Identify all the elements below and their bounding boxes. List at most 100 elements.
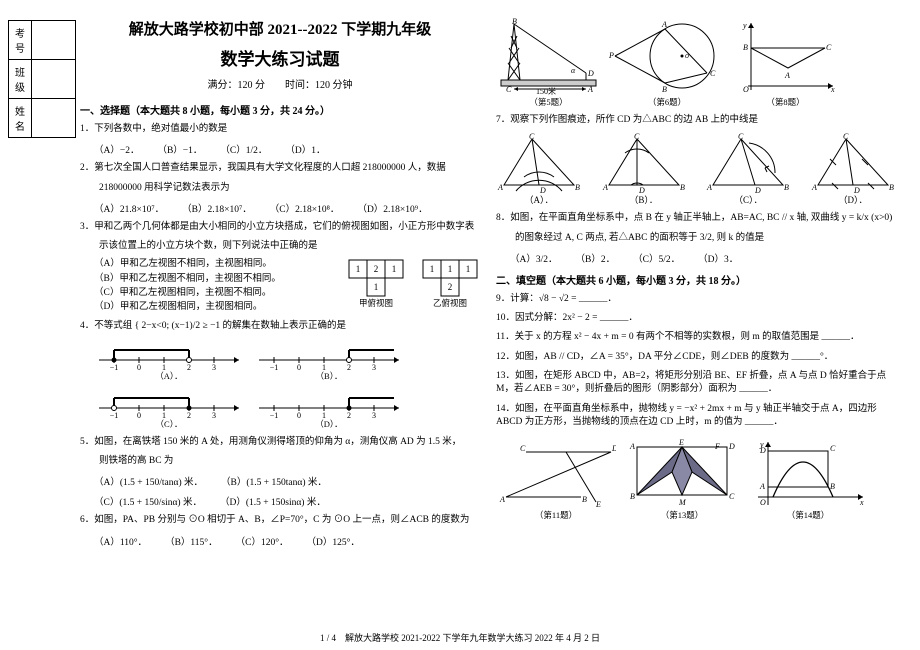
svg-text:y: y [742,21,747,30]
svg-text:2: 2 [187,411,191,418]
q4-figures: −10123 （A）． −10123 （B）． [94,340,480,382]
value-kaohao[interactable] [32,21,76,60]
svg-text:2: 2 [347,363,351,370]
svg-text:C: C [506,85,512,94]
svg-text:C: C [729,492,735,501]
svg-text:1: 1 [162,363,166,370]
svg-text:α: α [571,66,576,75]
q7-stem: 7．观察下列作图痕迹，所作 CD 为△ABC 的边 AB 上的中线是 [496,114,896,127]
right-column: B C D A α 150米 （第5题） [496,18,896,548]
q8-opt-a: （A）3/2． [510,251,558,265]
q5-options-row2: （C）(1.5 + 150/sinα) 米． （D）(1.5 + 150sinα… [94,494,480,508]
svg-text:−1: −1 [110,411,119,418]
svg-text:A: A [784,71,790,80]
q7-tri-c-icon: CABD [705,133,791,193]
q1-opt-b: （B）−1． [157,142,202,156]
q3-opt-a: （A）甲和乙左视图不相同，主视图相同。 [94,257,338,271]
svg-text:1: 1 [392,264,397,274]
value-xingming[interactable] [32,99,76,138]
section2-heading: 二、填空题（本大题共 6 小题，每小题 3 分，共 18 分。） [496,272,896,287]
title-line1: 解放大路学校初中部 2021--2022 下学期九年级 [80,18,480,39]
q7-figures: CABD （A）． CABD （B）． [496,133,896,206]
title-meta: 满分：120 分 时间：120 分钟 [80,76,480,91]
q8-cap: （第8题） [733,96,838,108]
q3-cap2: 乙俯视图 [420,297,480,309]
svg-text:C: C [830,444,836,453]
q13-fig-icon: AB CD EF M [622,437,742,509]
left-column: 解放大路学校初中部 2021--2022 下学期九年级 数学大练习试题 满分：1… [80,18,480,548]
svg-text:D: D [539,186,546,193]
q6-cap: （第6题） [607,96,727,108]
svg-text:3: 3 [372,363,376,370]
q7-a: （A）． [496,193,582,206]
q1-opt-d: （D）1． [285,142,325,156]
q14: 14．如图，在平面直角坐标系中，抛物线 y = −x² + 2mx + m 与 … [496,403,896,430]
svg-text:1: 1 [374,282,379,292]
q4-d: （D）． [254,418,404,430]
q5-stem2: 则铁塔的高 BC 为 [80,455,480,468]
svg-text:2: 2 [347,411,351,418]
q11-cap: （第11题） [496,509,616,521]
svg-text:B: B [630,492,635,501]
svg-text:B: B [889,183,894,192]
svg-text:B: B [575,183,580,192]
svg-text:A: A [811,183,817,192]
svg-text:B: B [830,482,835,491]
section1-heading: 一、选择题（本大题共 8 小题，每小题 3 分，共 24 分。） [80,102,480,117]
q9: 9．计算：√8 − √2 = ______． [496,293,896,306]
q3-stem: 3．甲和乙两个几何体都是由大小相同的小立方块搭成，它们的俯视图如图，小正方形中数… [80,221,480,234]
svg-text:0: 0 [137,411,141,418]
svg-text:150米: 150米 [536,86,556,96]
svg-text:0: 0 [137,363,141,370]
q8-opt-c: （C）5/2． [633,251,680,265]
svg-text:0: 0 [297,363,301,370]
svg-text:A: A [587,85,593,94]
label-banji: 班级 [9,60,32,99]
q3-yi-icon: 111 2 [420,257,480,297]
q8-stem2: 的图象经过 A, C 两点, 若△ABC 的面积等于 3/2, 则 k 的值是 [496,232,896,245]
svg-text:−1: −1 [270,363,279,370]
page-content: 解放大路学校初中部 2021--2022 下学期九年级 数学大练习试题 满分：1… [80,18,900,548]
value-banji[interactable] [32,60,76,99]
q13: 13．如图，在矩形 ABCD 中，AB=2，将矩形分别沿 BE、EF 折叠，点 … [496,370,896,397]
q8-opt-d: （D）3． [698,251,738,265]
q1-stem: 1．下列各数中，绝对值最小的数是 [80,123,480,136]
svg-text:C: C [826,43,832,52]
svg-text:O: O [743,85,749,94]
q5-opt-c: （C）(1.5 + 150/sinα) 米． [94,494,202,508]
svg-text:1: 1 [322,363,326,370]
svg-text:C: C [738,133,744,141]
q7-d: （D）． [810,193,896,206]
svg-text:C: C [529,133,535,141]
q8-options: （A）3/2． （B）2． （C）5/2． （D）3． [510,251,896,265]
q5-tower-icon: B C D A α 150米 [496,18,601,96]
page-footer: 1 / 4 解放大路学校 2021-2022 下学年九年数学大练习 2022 年… [0,631,920,644]
q6-circle-icon: P A B C o [607,18,727,96]
svg-text:B: B [582,495,587,504]
q11-fig-icon: AB CD E [496,437,616,509]
svg-text:A: A [706,183,712,192]
svg-text:C: C [843,133,849,141]
q2-stem2: 218000000 用科学记数法表示为 [80,182,480,195]
svg-text:C: C [520,444,526,453]
svg-text:B: B [680,183,685,192]
svg-text:−1: −1 [270,411,279,418]
q3-options: （A）甲和乙左视图不相同，主视图相同。 （B）甲和乙左视图不相同，主视图不相同。… [94,257,338,314]
q6-opt-d: （D）125°． [307,534,360,548]
svg-text:o: o [685,51,689,60]
q5-opt-b: （B）(1.5 + 150tanα) 米． [221,474,327,488]
q7-tri-d-icon: CABD [810,133,896,193]
svg-text:A: A [497,183,503,192]
svg-text:C: C [710,69,716,78]
svg-text:B: B [784,183,789,192]
q13-cap: （第13题） [622,509,742,521]
q7-tri-b-icon: CABD [601,133,687,193]
svg-text:1: 1 [430,264,435,274]
svg-text:D: D [728,442,735,451]
q4-stem: 4．不等式组 { 2−x<0; (x−1)/2 ≥ −1 的解集在数轴上表示正确… [80,320,480,333]
svg-text:M: M [678,498,687,507]
q10: 10．因式分解：2x² − 2 = ______． [496,312,896,325]
q4-numline-a: −10123 [94,340,244,370]
svg-text:C: C [634,133,640,141]
svg-text:x: x [830,85,835,94]
